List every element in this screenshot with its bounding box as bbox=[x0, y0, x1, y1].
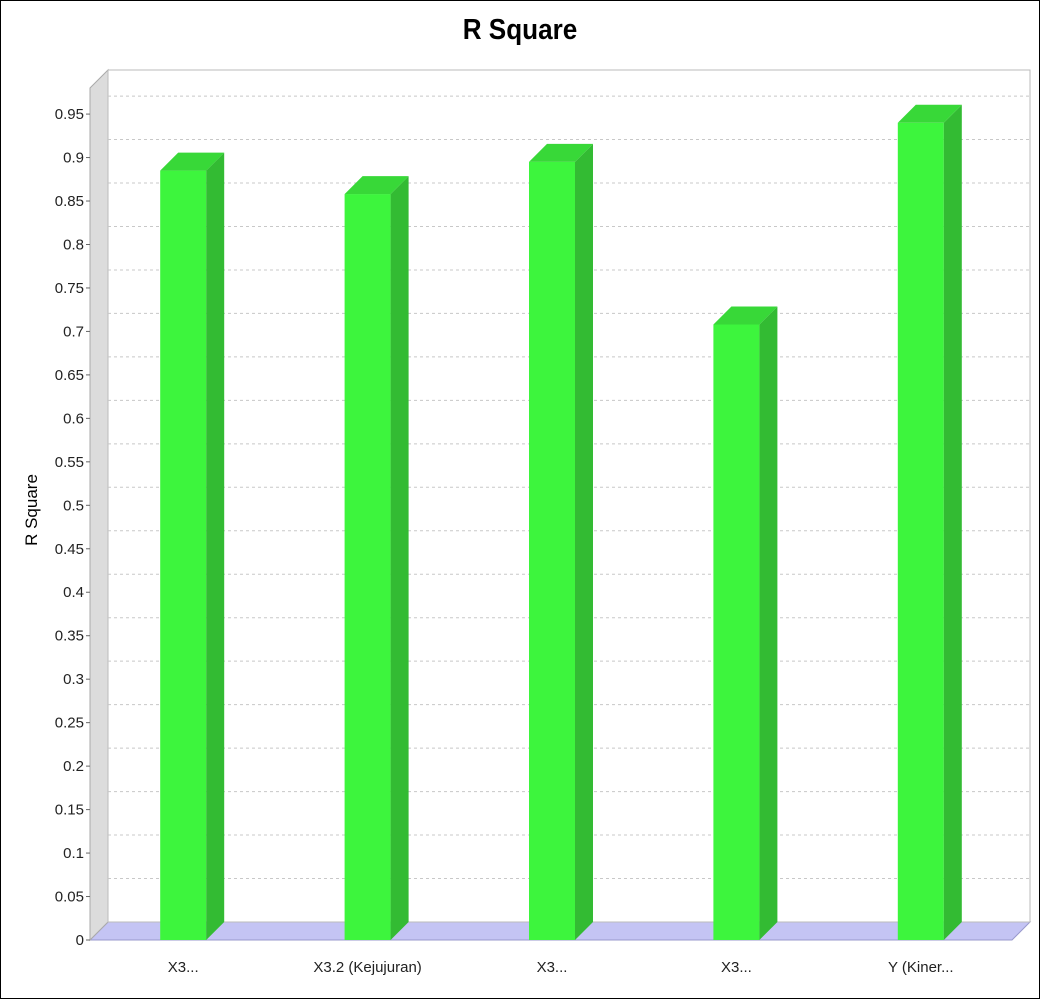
bar-top bbox=[713, 306, 778, 325]
bar-side bbox=[943, 104, 962, 940]
y-tick-label: 0.55 bbox=[55, 454, 84, 471]
chart-title: R Square bbox=[462, 14, 578, 46]
y-tick-label: 0.85 bbox=[55, 193, 84, 210]
bar-front bbox=[344, 194, 391, 940]
y-tick-label: 0 bbox=[76, 932, 84, 949]
x-axis-labels: X3... X3.2 (Kejujuran) X3... X3... Y (Kiner.… bbox=[168, 959, 954, 976]
bar-side bbox=[206, 152, 225, 940]
bars bbox=[160, 104, 962, 941]
bar bbox=[897, 104, 962, 940]
bar bbox=[529, 143, 593, 941]
y-tick-label: 0.5 bbox=[63, 497, 84, 514]
bar-front bbox=[529, 161, 575, 941]
y-axis-title: R Square bbox=[22, 474, 41, 546]
bar-side bbox=[390, 176, 409, 940]
y-tick-label: 0.65 bbox=[55, 367, 84, 384]
chart-left-wall bbox=[89, 68, 109, 942]
x-tick-label: X3... bbox=[168, 959, 199, 976]
y-tick-label: 0.4 bbox=[63, 584, 84, 601]
bar-top bbox=[160, 152, 225, 171]
y-tick-label: 0.9 bbox=[63, 150, 84, 167]
bar bbox=[344, 176, 409, 940]
y-axis-ticks: 0 0.05 0.1 0.15 0.2 0.25 0.3 0.35 0.4 0.45 0.5 0.55… bbox=[55, 106, 90, 949]
y-tick-label: 0.35 bbox=[55, 628, 84, 645]
y-tick-label: 0.3 bbox=[63, 671, 84, 688]
bar-side bbox=[575, 143, 593, 941]
y-tick-label: 0.25 bbox=[55, 715, 84, 732]
bar-front bbox=[160, 170, 207, 940]
bar bbox=[713, 306, 778, 940]
y-tick-label: 0.95 bbox=[55, 106, 84, 123]
y-tick-label: 0.8 bbox=[63, 236, 84, 253]
bar-top bbox=[529, 143, 593, 162]
y-tick-label: 0.6 bbox=[63, 410, 84, 427]
y-tick-label: 0.45 bbox=[55, 541, 84, 558]
bar-side bbox=[759, 306, 778, 940]
gridlines bbox=[108, 95, 1030, 880]
y-tick-label: 0.7 bbox=[63, 323, 84, 340]
x-tick-label: X3... bbox=[721, 959, 752, 976]
bar bbox=[160, 152, 225, 940]
bar-front bbox=[897, 122, 944, 940]
x-tick-label: X3.2 (Kejujuran) bbox=[313, 959, 421, 976]
x-tick-label: X3... bbox=[537, 959, 568, 976]
y-tick-label: 0.1 bbox=[63, 845, 84, 862]
y-tick-label: 0.75 bbox=[55, 280, 84, 297]
y-tick-label: 0.05 bbox=[55, 889, 84, 906]
bar-top bbox=[344, 176, 409, 195]
bar-front bbox=[713, 324, 760, 940]
y-tick-label: 0.2 bbox=[63, 758, 84, 775]
bar-top bbox=[897, 104, 962, 123]
y-tick-label: 0.15 bbox=[55, 802, 84, 819]
x-tick-label: Y (Kiner... bbox=[888, 959, 954, 976]
